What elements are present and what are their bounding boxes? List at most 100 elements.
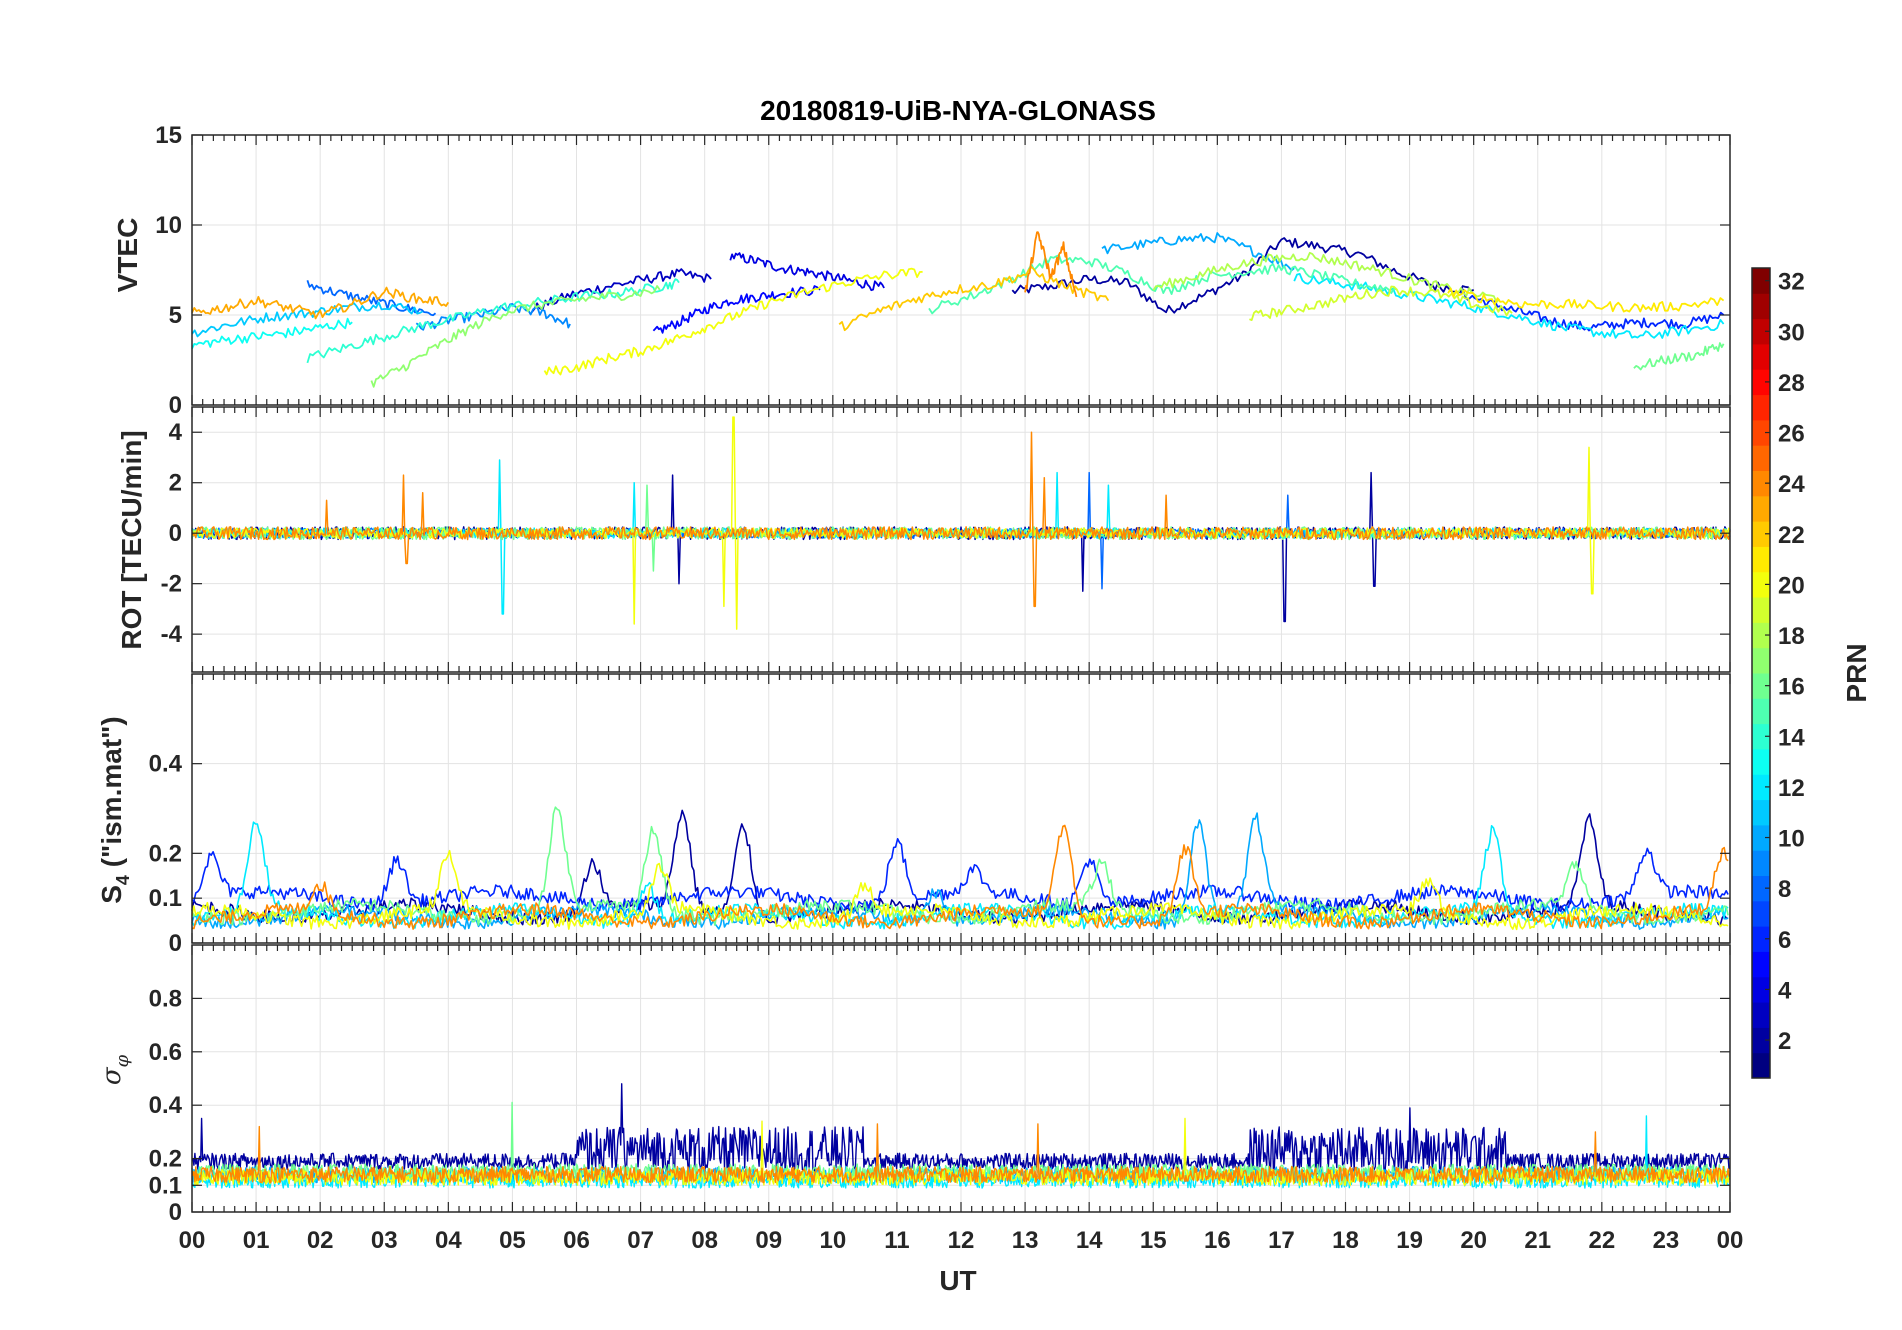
sigma-ylabel: σφ xyxy=(97,1054,133,1085)
vtec-series-prn-6 xyxy=(1460,288,1725,332)
colorbar-stripe xyxy=(1752,1027,1770,1054)
colorbar-stripe xyxy=(1752,698,1770,725)
colorbar-stripe xyxy=(1752,723,1770,750)
s4-ticks: 0 0.1 0.2 0.4 xyxy=(149,674,1731,957)
vtec-series-prn-2 xyxy=(1011,237,1475,314)
colorbar-stripe xyxy=(1752,597,1770,623)
x-tick-label: 04 xyxy=(435,1227,462,1254)
colorbar-box xyxy=(1751,267,1771,1079)
colorbar-stripe xyxy=(1752,976,1770,1003)
colorbar-tick-label: 14 xyxy=(1778,724,1805,751)
x-tick-label: 18 xyxy=(1332,1227,1359,1254)
vtec-series-prn-19 xyxy=(1249,285,1513,321)
x-tick-label: 20 xyxy=(1460,1227,1487,1254)
sigma-ytick-label: 0.8 xyxy=(149,985,182,1012)
colorbar-stripe xyxy=(1752,343,1770,370)
s4-ylabel-main: S xyxy=(96,885,127,904)
x-tick-label: 17 xyxy=(1268,1227,1295,1254)
x-tick-label: 01 xyxy=(243,1227,270,1254)
x-tick-label: 00 xyxy=(179,1227,206,1254)
sigma-ytick-label: 0.2 xyxy=(149,1146,182,1173)
vtec-ytick-label: 15 xyxy=(155,122,182,149)
colorbar-stripe xyxy=(1752,1052,1770,1079)
vtec-series-prn-15 xyxy=(928,254,1398,315)
colorbar-tick-label: 20 xyxy=(1778,572,1805,599)
colorbar-stripe xyxy=(1752,521,1770,547)
x-tick-label: 12 xyxy=(948,1227,975,1254)
vtec-series-prn-9 xyxy=(415,303,571,331)
colorbar-stripe xyxy=(1752,571,1770,598)
vtec-series-prn-8 xyxy=(306,280,437,317)
colorbar-stripe xyxy=(1752,546,1770,573)
s4-ylabel: S4 ("ism.mat") xyxy=(96,716,133,904)
rot-ytick-label: 2 xyxy=(169,470,182,497)
sigma-series-prn-24 xyxy=(191,1123,1730,1184)
colorbar-stripes xyxy=(1752,268,1770,1079)
vtec-ticks: 0 5 10 15 xyxy=(155,122,1731,419)
x-tick-label: 11 xyxy=(884,1227,909,1254)
panel-s4: 0 0.1 0.2 0.4 S4 ("ism.mat") xyxy=(96,673,1731,957)
colorbar-stripe xyxy=(1752,951,1770,978)
x-tick-label: 23 xyxy=(1653,1227,1680,1254)
x-axis-label: UT xyxy=(939,1265,976,1296)
x-tick-label: 07 xyxy=(627,1227,654,1254)
colorbar-stripe xyxy=(1752,293,1770,320)
s4-series-prn-24 xyxy=(191,824,1729,930)
chart-title: 20180819-UiB-NYA-GLONASS xyxy=(760,95,1156,126)
vtec-series-prn-16 xyxy=(1633,342,1725,371)
x-tick-label: 02 xyxy=(307,1227,334,1254)
vtec-series-prn-14 xyxy=(306,278,680,364)
s4-ylabel-rest: ("ism.mat") xyxy=(96,716,127,875)
vtec-series-prn-18 xyxy=(1152,251,1501,304)
sigma-ytick-label: 0.6 xyxy=(149,1039,182,1066)
sigma-series xyxy=(191,1083,1730,1189)
colorbar-stripe xyxy=(1752,369,1770,396)
vtec-grid xyxy=(191,134,1731,406)
vtec-ytick-label: 0 xyxy=(169,392,182,419)
colorbar-tick-label: 10 xyxy=(1778,826,1805,853)
rot-series xyxy=(191,416,1731,630)
colorbar-stripe xyxy=(1752,748,1770,775)
x-tick-label: 09 xyxy=(755,1227,782,1254)
vtec-series-prn-22 xyxy=(838,266,1110,332)
panel-vtec: 0 5 10 15 VTEC xyxy=(112,122,1731,419)
colorbar-stripe xyxy=(1752,1002,1770,1028)
colorbar-stripe xyxy=(1752,445,1770,471)
colorbar-stripe xyxy=(1752,394,1770,421)
rot-ticks: -4 -2 0 2 4 xyxy=(161,407,1731,672)
rot-ylabel: ROT [TECU/min] xyxy=(116,430,147,649)
colorbar-tick-label: 26 xyxy=(1778,421,1805,448)
s4-ylabel-sub: 4 xyxy=(113,875,133,885)
s4-series xyxy=(191,806,1729,931)
s4-series-prn-16 xyxy=(191,806,1729,926)
sigma-ylabel-main: σ xyxy=(97,1066,127,1085)
colorbar-tick-label: 2 xyxy=(1778,1028,1791,1055)
vtec-series-prn-11 xyxy=(191,301,424,338)
colorbar-tick-label: 32 xyxy=(1778,269,1805,296)
colorbar-stripe xyxy=(1752,318,1770,345)
s4-ytick-label: 0 xyxy=(169,930,182,957)
x-tick-label: 22 xyxy=(1588,1227,1615,1254)
colorbar-stripe xyxy=(1752,419,1770,446)
colorbar-tick-label: 12 xyxy=(1778,775,1805,802)
x-tick-label: 19 xyxy=(1396,1227,1423,1254)
colorbar-tick-label: 28 xyxy=(1778,370,1805,397)
colorbar-stripe xyxy=(1752,495,1770,522)
s4-ytick-label: 0.2 xyxy=(149,840,182,867)
colorbar-stripe xyxy=(1752,850,1770,876)
x-tick-label: 16 xyxy=(1204,1227,1231,1254)
x-tick-label: 05 xyxy=(499,1227,526,1254)
x-tick-label: 08 xyxy=(691,1227,718,1254)
colorbar-stripe xyxy=(1752,875,1770,902)
colorbar-stripe xyxy=(1752,799,1770,826)
colorbar-tick-label: 16 xyxy=(1778,674,1805,701)
rot-ytick-label: -2 xyxy=(161,571,182,598)
rot-ytick-label: 0 xyxy=(169,520,182,547)
colorbar-stripe xyxy=(1752,622,1770,649)
colorbar-stripe xyxy=(1752,470,1770,497)
vtec-series-prn-3 xyxy=(530,268,712,313)
panel-sigma-phi: 00.10.2 0.4 0.6 0.8 σφ xyxy=(97,944,1731,1226)
